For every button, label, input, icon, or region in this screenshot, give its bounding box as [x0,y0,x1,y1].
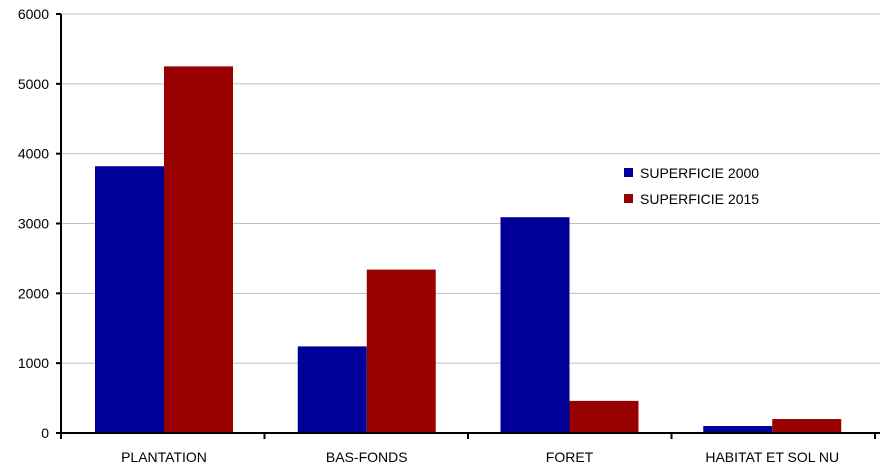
bar-superficie-2015-bas-fonds [366,269,436,433]
bar-superficie-2015-foret [569,400,639,433]
y-tick-label: 0 [41,425,49,441]
legend-swatch-1 [624,168,633,177]
x-tick-label: HABITAT ET SOL NU [705,449,839,465]
legend-label-2: SUPERFICIE 2015 [640,191,759,207]
bar-superficie-2000-habitat-et-sol-nu [703,426,773,433]
tick-labels: 0 1000 2000 3000 4000 5000 6000 PLANTATION BAS-F… [18,6,839,465]
bars [95,66,842,433]
y-tick-label: 6000 [18,6,49,22]
legend: SUPERFICIE 2000 SUPERFICIE 2015 [624,165,759,207]
y-tick-label: 3000 [18,216,49,232]
y-tick-label: 5000 [18,76,49,92]
legend-swatch-2 [624,194,633,203]
x-tick-label: BAS-FONDS [326,449,408,465]
bar-superficie-2000-bas-fonds [297,346,367,433]
y-tick-label: 4000 [18,146,49,162]
x-tick-label: FORET [546,449,594,465]
bar-superficie-2000-plantation [95,166,164,433]
bar-superficie-2015-plantation [164,66,233,433]
x-tick-label: PLANTATION [121,449,207,465]
legend-label-1: SUPERFICIE 2000 [640,165,759,181]
bar-superficie-2015-habitat-et-sol-nu [772,419,842,433]
bar-superficie-2000-foret [500,217,570,433]
axes [56,13,880,439]
y-tick-label: 1000 [18,355,49,371]
y-tick-label: 2000 [18,285,49,301]
